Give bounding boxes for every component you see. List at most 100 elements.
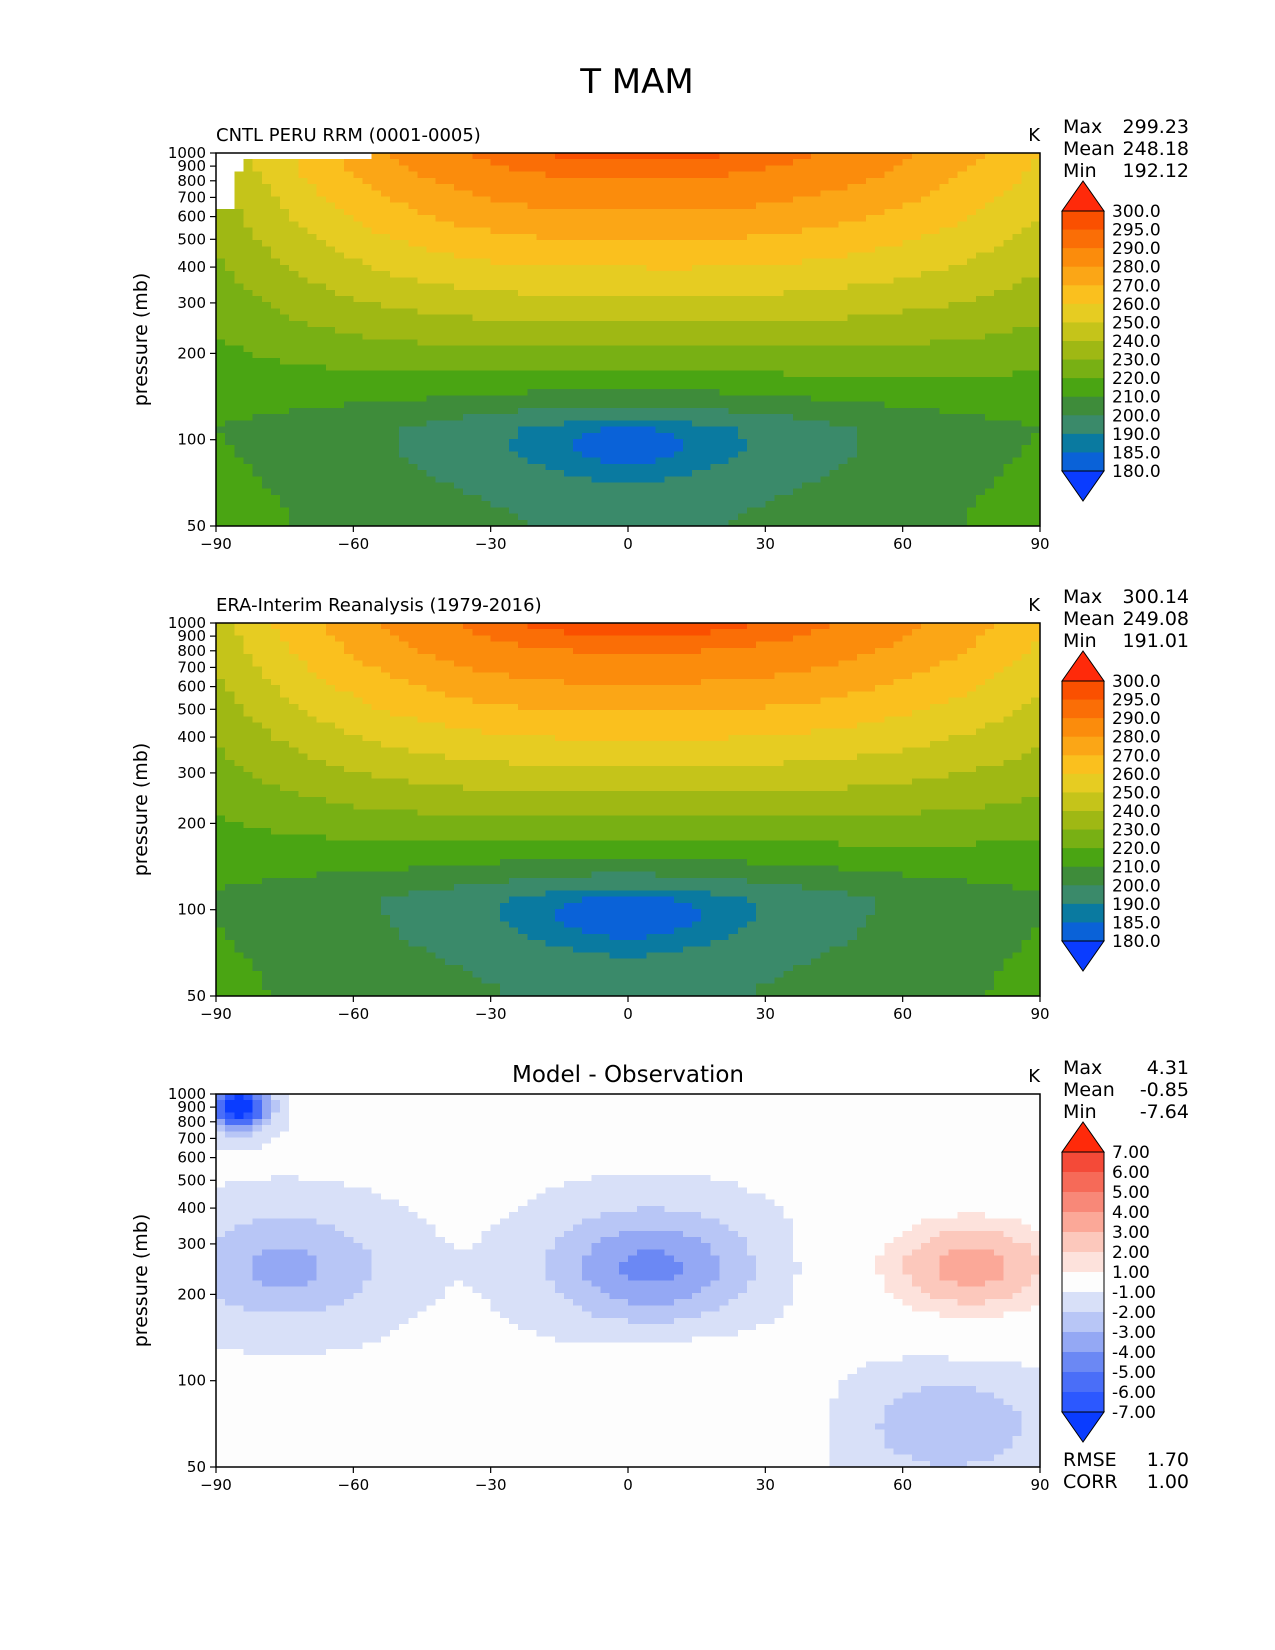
contour-cell [454,457,464,465]
contour-cell [307,264,318,272]
contour-cell [911,208,922,216]
contour-cell [225,196,235,204]
contour-cell [884,171,895,179]
contour-cell [939,264,950,272]
contour-cell [371,283,382,291]
contour-cell [591,202,602,210]
contour-cell [847,215,858,222]
contour-cell [362,395,373,403]
contour-cell [499,445,510,452]
contour-cell [490,451,501,459]
contour-cell [939,233,950,241]
contour-cell [975,295,986,303]
contour-cell [499,240,510,247]
contour-cell [435,420,446,428]
contour-cell [948,196,959,204]
contour-cell [316,395,327,403]
contour-cell [1021,177,1032,185]
contour-cell [637,383,647,390]
contour-cell [710,395,721,403]
contour-cell [499,289,510,297]
contour-cell [966,277,977,285]
contour-cell [545,401,556,409]
contour-cell [508,358,519,365]
contour-cell [756,271,766,278]
contour-cell [774,196,785,204]
contour-cell [243,202,254,210]
contour-cell [737,240,748,247]
contour-cell [344,283,354,291]
contour-cell [829,271,840,278]
contour-cell [692,488,702,496]
contour-cell [234,364,245,372]
contour-cell [893,227,904,235]
contour-cell [252,202,263,210]
contour-cell [426,190,437,198]
contour-cell [838,246,849,254]
contour-cell [710,246,721,254]
contour-cell [435,314,446,322]
contour-cell [371,482,382,490]
contour-cell [243,395,254,403]
contour-cell [518,327,528,334]
contour-cell [518,289,528,297]
contour-cell [380,221,391,229]
contour-cell [811,246,821,254]
contour-cell [573,246,583,254]
contour-cell [948,252,959,260]
contour-cell [289,159,299,167]
contour-cell [362,153,373,160]
contour-cell [801,184,812,191]
contour-cell [893,289,904,297]
contour-cell [426,333,437,341]
contour-cell [362,190,373,198]
contour-cell [856,258,867,266]
contour-cell [371,227,382,235]
contour-cell [527,432,538,440]
contour-cell [728,252,739,260]
contour-cell [371,438,382,446]
contour-cell [875,308,885,316]
contour-cell [866,327,876,334]
contour-cell [261,420,272,428]
contour-cell [545,420,556,428]
contour-cell [692,407,702,415]
contour-cell [646,432,657,440]
contour-cell [591,314,602,322]
contour-cell [435,432,446,440]
contour-cell [536,233,547,241]
contour-cell [261,264,272,272]
contour-cell [463,333,473,341]
contour-cell [948,289,959,297]
contour-cell [252,457,263,465]
contour-cell [554,364,565,372]
contour-cell [756,376,766,384]
contour-cell [710,264,721,272]
contour-cell [499,314,510,322]
contour-cell [444,333,455,341]
contour-cell [316,351,327,359]
contour-cell [380,395,391,403]
contour-cell [930,426,940,434]
contour-cell [380,177,391,185]
contour-cell [280,488,290,496]
contour-cell [655,333,666,341]
contour-cell [655,345,666,353]
contour-cell [811,202,821,210]
contour-cell [792,190,803,198]
contour-cell [573,476,583,484]
contour-cell [481,190,492,198]
contour-cell [481,463,492,471]
contour-cell [270,364,281,372]
contour-cell [902,171,913,179]
contour-cell [490,264,501,272]
contour-cell [582,246,592,254]
contour-cell [911,277,922,285]
contour-cell [472,414,483,421]
contour-cell [325,295,336,303]
contour-cell [353,389,364,397]
contour-cell [875,345,885,353]
contour-cell [426,488,437,496]
contour-cell [335,339,345,347]
contour-cell [243,153,254,160]
